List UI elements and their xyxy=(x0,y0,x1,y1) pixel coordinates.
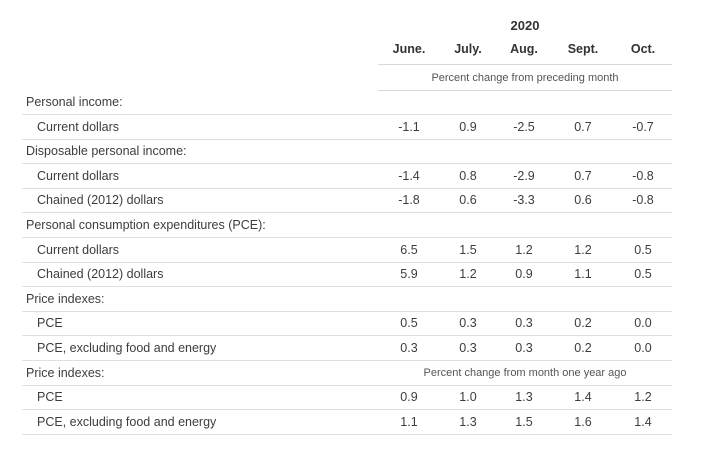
month-header-row: June. July. Aug. Sept. Oct. xyxy=(378,42,672,65)
row-label: PCE xyxy=(37,390,63,405)
table-cell: 1.4 xyxy=(574,390,592,405)
table-cell: 1.5 xyxy=(459,242,477,257)
table-cell: 0.3 xyxy=(515,341,533,355)
table-cell: -3.3 xyxy=(513,193,535,208)
table-cell: 0.3 xyxy=(459,341,477,355)
table-cell: 1.1 xyxy=(574,267,592,282)
unit-note: Percent change from preceding month xyxy=(378,66,672,91)
table-row: PCE 0.5 0.3 0.3 0.2 0.0 xyxy=(22,311,672,337)
table-row: PCE, excluding food and energy 1.1 1.3 1.5 1… xyxy=(22,410,672,435)
table-cell: 0.9 xyxy=(459,119,477,134)
section-row: Disposable personal income: xyxy=(22,139,672,165)
table-cell: 0.5 xyxy=(634,267,652,282)
table-cell: 0.9 xyxy=(515,267,533,282)
section-row: Price indexes: xyxy=(22,287,672,312)
month-header: Oct. xyxy=(630,42,656,56)
section-row: Personal consumption expenditures (PCE): xyxy=(22,213,672,238)
section-label: Price indexes: xyxy=(26,365,105,380)
table-cell: -1.1 xyxy=(398,119,420,134)
table-cell: -0.7 xyxy=(632,119,654,134)
table-row: Current dollars -1.1 0.9 -2.5 0.7 -0.7 xyxy=(22,115,672,140)
table-cell: 5.9 xyxy=(400,267,418,282)
table-cell: 1.5 xyxy=(515,414,533,429)
table-cell: 0.8 xyxy=(459,168,477,183)
row-label: Current dollars xyxy=(37,242,119,257)
table-row: Current dollars -1.4 0.8 -2.9 0.7 -0.8 xyxy=(22,164,672,189)
section-label: Disposable personal income: xyxy=(26,144,187,159)
table-cell: 6.5 xyxy=(400,242,418,257)
year-header: 2020 xyxy=(510,18,540,33)
table-cell: 0.5 xyxy=(634,242,652,257)
table-cell: 1.0 xyxy=(459,390,477,405)
table-cell: 1.2 xyxy=(515,242,533,257)
table-cell: 0.2 xyxy=(574,341,592,355)
table-cell: -0.8 xyxy=(632,168,654,183)
table-row: PCE 0.9 1.0 1.3 1.4 1.2 xyxy=(22,385,672,411)
row-label: Current dollars xyxy=(37,119,119,134)
table-cell: 0.2 xyxy=(574,316,592,331)
month-header: July. xyxy=(454,42,482,56)
section-row: Price indexes: Percent change from month … xyxy=(22,361,672,386)
table-cell: 0.9 xyxy=(400,390,418,405)
row-label: Chained (2012) dollars xyxy=(37,267,164,282)
table-cell: 0.5 xyxy=(400,316,418,331)
month-header: Aug. xyxy=(510,42,538,56)
table-cell: 1.3 xyxy=(515,390,533,405)
row-label: PCE, excluding food and energy xyxy=(37,414,217,429)
month-header: Sept. xyxy=(567,42,599,56)
table-cell: 1.2 xyxy=(459,267,477,282)
table-row: PCE, excluding food and energy 0.3 0.3 0.3 0… xyxy=(22,336,672,361)
month-header: June. xyxy=(392,42,426,56)
row-label: Chained (2012) dollars xyxy=(37,193,164,208)
table-row: Chained (2012) dollars -1.8 0.6 -3.3 0.6 -0.8 xyxy=(22,188,672,214)
table-cell: -2.9 xyxy=(513,168,535,183)
table-cell: 1.2 xyxy=(634,390,652,405)
table-cell: 1.4 xyxy=(634,414,652,429)
table-cell: 0.3 xyxy=(515,316,533,331)
table-cell: 0.6 xyxy=(459,193,477,208)
table-row: Current dollars 6.5 1.5 1.2 1.2 0.5 xyxy=(22,238,672,263)
unit-note: Percent change from month one year ago xyxy=(423,366,627,379)
table-cell: 1.3 xyxy=(459,414,477,429)
table-cell: -1.8 xyxy=(398,193,420,208)
table-cell: -0.8 xyxy=(632,193,654,208)
table-cell: -2.5 xyxy=(513,119,535,134)
table-cell: 1.1 xyxy=(400,414,418,429)
section-label: Price indexes: xyxy=(26,291,105,306)
table-cell: -1.4 xyxy=(398,168,420,183)
table-cell: 0.7 xyxy=(574,119,592,134)
table-cell: 1.2 xyxy=(574,242,592,257)
table-cell: 0.6 xyxy=(574,193,592,208)
section-label: Personal income: xyxy=(26,95,123,109)
row-label: Current dollars xyxy=(37,168,119,183)
section-row: Personal income: xyxy=(22,90,672,115)
table-cell: 0.3 xyxy=(459,316,477,331)
table-cell: 1.6 xyxy=(574,414,592,429)
section-label: Personal consumption expenditures (PCE): xyxy=(26,218,266,232)
table-cell: 0.3 xyxy=(400,341,418,355)
row-label: PCE xyxy=(37,316,63,331)
table-cell: 0.7 xyxy=(574,168,592,183)
table-cell: 0.0 xyxy=(634,341,652,355)
row-label: PCE, excluding food and energy xyxy=(37,341,217,355)
table-row: Chained (2012) dollars 5.9 1.2 0.9 1.1 0.5 xyxy=(22,262,672,288)
table-cell: 0.0 xyxy=(634,316,652,331)
